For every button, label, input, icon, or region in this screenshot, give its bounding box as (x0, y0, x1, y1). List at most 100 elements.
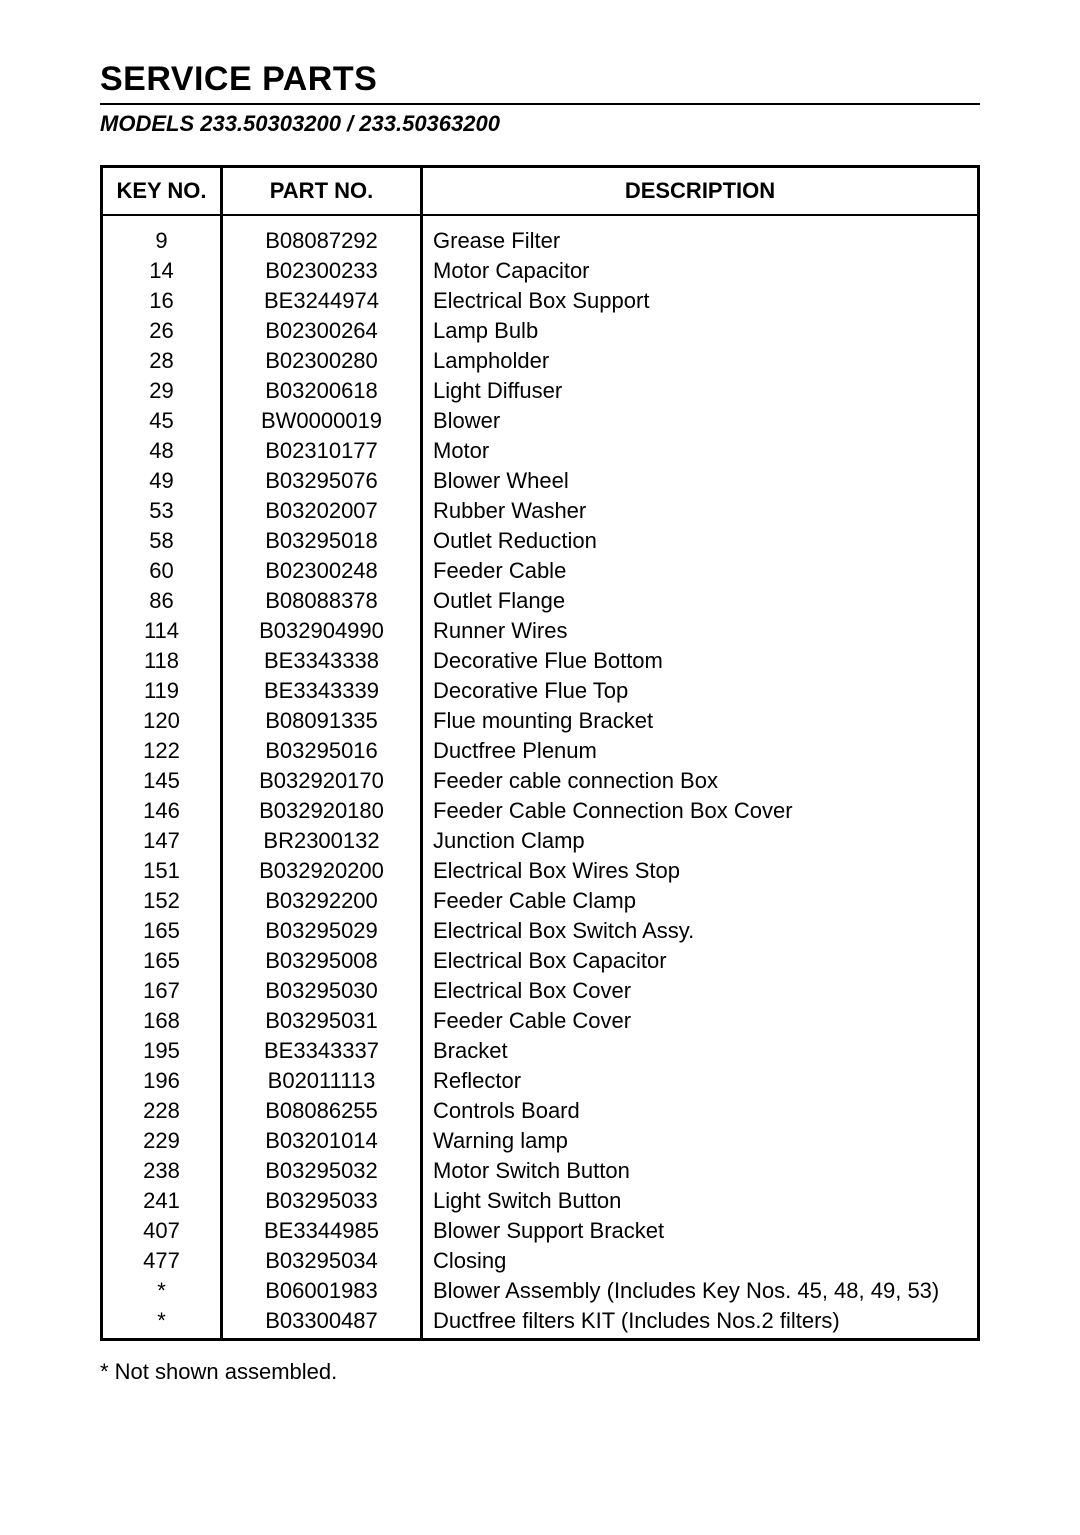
cell-desc: Outlet Reduction (422, 526, 979, 556)
cell-part: B06001983 (222, 1276, 422, 1306)
cell-desc: Motor Switch Button (422, 1156, 979, 1186)
table-row: 48B02310177Motor (102, 436, 979, 466)
cell-part: B032920200 (222, 856, 422, 886)
table-row: 152B03292200Feeder Cable Clamp (102, 886, 979, 916)
cell-part: B03292200 (222, 886, 422, 916)
cell-key: * (102, 1276, 222, 1306)
cell-part: BE3244974 (222, 286, 422, 316)
cell-part: B08086255 (222, 1096, 422, 1126)
cell-part: BE3344985 (222, 1216, 422, 1246)
cell-part: B03295016 (222, 736, 422, 766)
table-row: 16BE3244974Electrical Box Support (102, 286, 979, 316)
table-row: 165B03295029Electrical Box Switch Assy. (102, 916, 979, 946)
table-row: 58B03295018Outlet Reduction (102, 526, 979, 556)
table-row: 196B02011113Reflector (102, 1066, 979, 1096)
cell-part: B03295031 (222, 1006, 422, 1036)
table-row: *B06001983Blower Assembly (Includes Key … (102, 1276, 979, 1306)
cell-desc: Blower (422, 406, 979, 436)
cell-part: BE3343338 (222, 646, 422, 676)
cell-part: B02300233 (222, 256, 422, 286)
cell-part: B03300487 (222, 1306, 422, 1340)
cell-part: B032920170 (222, 766, 422, 796)
cell-desc: Decorative Flue Bottom (422, 646, 979, 676)
table-row: 229B03201014Warning lamp (102, 1126, 979, 1156)
table-row: 407BE3344985Blower Support Bracket (102, 1216, 979, 1246)
cell-desc: Light Switch Button (422, 1186, 979, 1216)
table-row: 145B032920170Feeder cable connection Box (102, 766, 979, 796)
cell-desc: Junction Clamp (422, 826, 979, 856)
cell-desc: Lamp Bulb (422, 316, 979, 346)
parts-table-body: 9B08087292Grease Filter14B02300233Motor … (102, 215, 979, 1340)
cell-key: 86 (102, 586, 222, 616)
table-row: 26B02300264Lamp Bulb (102, 316, 979, 346)
cell-key: 45 (102, 406, 222, 436)
cell-key: 60 (102, 556, 222, 586)
cell-part: B03200618 (222, 376, 422, 406)
cell-key: 238 (102, 1156, 222, 1186)
cell-part: B03295032 (222, 1156, 422, 1186)
table-row: 195BE3343337Bracket (102, 1036, 979, 1066)
cell-key: 165 (102, 916, 222, 946)
cell-key: 147 (102, 826, 222, 856)
models-subtitle: MODELS 233.50303200 / 233.50363200 (100, 111, 980, 137)
table-row: 147BR2300132Junction Clamp (102, 826, 979, 856)
cell-desc: Blower Support Bracket (422, 1216, 979, 1246)
page-title: SERVICE PARTS (100, 60, 980, 99)
cell-part: B03201014 (222, 1126, 422, 1156)
table-row: 241B03295033Light Switch Button (102, 1186, 979, 1216)
cell-part: B02300280 (222, 346, 422, 376)
cell-key: 477 (102, 1246, 222, 1276)
cell-key: 49 (102, 466, 222, 496)
cell-key: 229 (102, 1126, 222, 1156)
cell-key: 58 (102, 526, 222, 556)
cell-part: B02300248 (222, 556, 422, 586)
table-row: 120B08091335Flue mounting Bracket (102, 706, 979, 736)
cell-desc: Bracket (422, 1036, 979, 1066)
cell-desc: Feeder cable connection Box (422, 766, 979, 796)
cell-desc: Outlet Flange (422, 586, 979, 616)
cell-desc: Grease Filter (422, 215, 979, 256)
table-row: 9B08087292Grease Filter (102, 215, 979, 256)
cell-key: 120 (102, 706, 222, 736)
cell-desc: Closing (422, 1246, 979, 1276)
cell-key: 151 (102, 856, 222, 886)
cell-part: BW0000019 (222, 406, 422, 436)
cell-key: 119 (102, 676, 222, 706)
table-row: 45BW0000019Blower (102, 406, 979, 436)
cell-part: B03295008 (222, 946, 422, 976)
table-row: 49B03295076Blower Wheel (102, 466, 979, 496)
cell-desc: Blower Wheel (422, 466, 979, 496)
cell-desc: Feeder Cable (422, 556, 979, 586)
cell-desc: Electrical Box Support (422, 286, 979, 316)
cell-part: B032904990 (222, 616, 422, 646)
cell-desc: Rubber Washer (422, 496, 979, 526)
cell-part: BE3343339 (222, 676, 422, 706)
cell-part: B02300264 (222, 316, 422, 346)
table-row: 28B02300280Lampholder (102, 346, 979, 376)
cell-part: B03295029 (222, 916, 422, 946)
cell-key: 48 (102, 436, 222, 466)
cell-key: 146 (102, 796, 222, 826)
cell-key: 122 (102, 736, 222, 766)
cell-part: B08087292 (222, 215, 422, 256)
cell-key: 167 (102, 976, 222, 1006)
table-row: 477B03295034Closing (102, 1246, 979, 1276)
cell-key: 29 (102, 376, 222, 406)
cell-desc: Motor Capacitor (422, 256, 979, 286)
table-row: 86B08088378Outlet Flange (102, 586, 979, 616)
table-row: 168B03295031Feeder Cable Cover (102, 1006, 979, 1036)
cell-desc: Motor (422, 436, 979, 466)
table-row: 238B03295032Motor Switch Button (102, 1156, 979, 1186)
service-parts-page: SERVICE PARTS MODELS 233.50303200 / 233.… (0, 0, 1080, 1445)
cell-key: 152 (102, 886, 222, 916)
cell-desc: Electrical Box Cover (422, 976, 979, 1006)
title-rule (100, 103, 980, 105)
cell-key: 16 (102, 286, 222, 316)
table-row: 151B032920200Electrical Box Wires Stop (102, 856, 979, 886)
cell-key: 407 (102, 1216, 222, 1246)
cell-key: * (102, 1306, 222, 1340)
cell-key: 241 (102, 1186, 222, 1216)
cell-desc: Feeder Cable Cover (422, 1006, 979, 1036)
table-row: 167B03295030Electrical Box Cover (102, 976, 979, 1006)
cell-desc: Electrical Box Wires Stop (422, 856, 979, 886)
